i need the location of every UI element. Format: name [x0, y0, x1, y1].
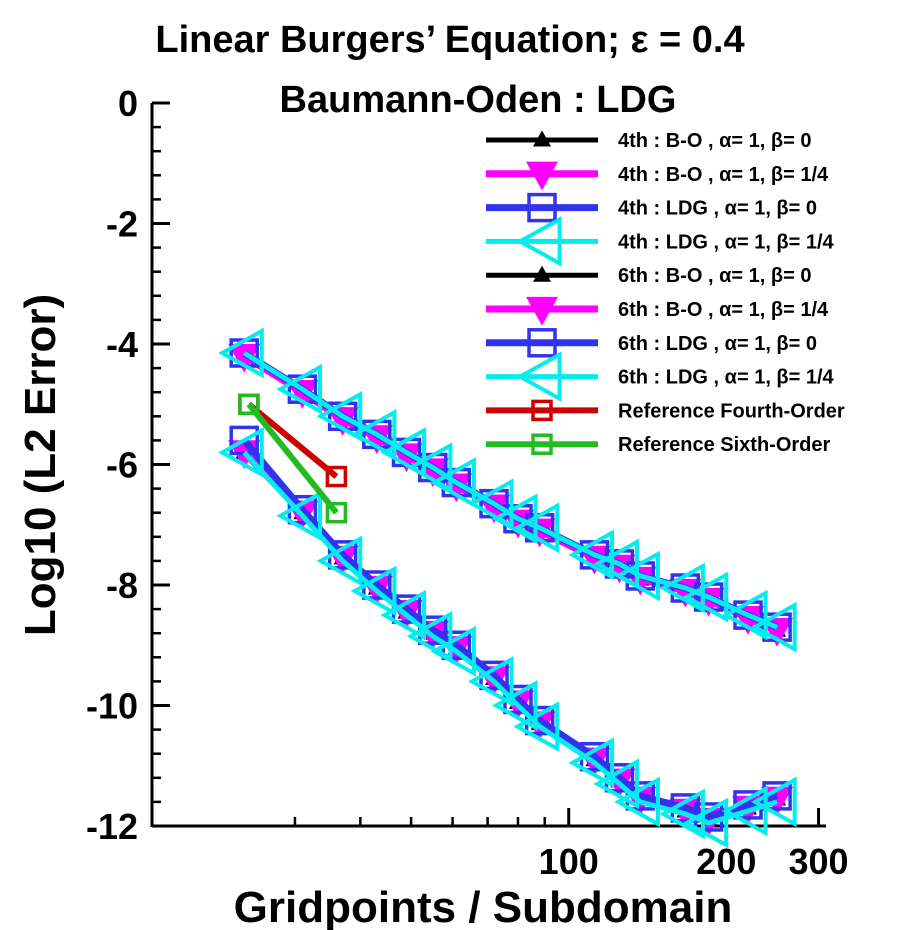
data-point: [593, 758, 640, 810]
series-9: [238, 393, 348, 524]
legend-entry: 4th : B-O , α= 1, β= 1/4: [486, 161, 829, 191]
legend-label: Reference Sixth-Order: [618, 434, 831, 456]
data-point: [380, 427, 427, 478]
chart-title: Linear Burgers’ Equation; ε = 0.4: [155, 19, 744, 61]
y-axis-label: Log10 (L2 Error): [16, 294, 65, 636]
data-point: [750, 601, 797, 653]
legend-marker: [527, 328, 557, 358]
data-point: [218, 427, 264, 478]
data-point: [316, 390, 363, 442]
legend-marker: [515, 351, 562, 402]
data-point: [350, 408, 397, 460]
legend-label: 6th : LDG , α= 1, β= 0: [618, 333, 817, 355]
legend-label: 4th : B-O , α= 1, β= 1/4: [618, 164, 829, 186]
data-point: [380, 589, 427, 641]
y-tick-label: -4: [106, 324, 138, 365]
legend-marker: [526, 161, 558, 191]
legend-entry: 6th : B-O , α= 1, β= 0: [486, 265, 811, 287]
data-point: [682, 571, 729, 623]
y-tick-label: -6: [106, 445, 138, 486]
data-point: [406, 442, 453, 493]
data-point: [276, 490, 322, 542]
data-series: [218, 327, 797, 849]
chart-subtitle: Baumann-Oden : LDG: [280, 79, 677, 121]
x-axis-label: Gridpoints / Subdomain: [234, 883, 733, 930]
data-point: [325, 465, 348, 488]
data-point: [467, 656, 514, 707]
data-point: [568, 737, 615, 789]
x-tick-label: 300: [789, 841, 849, 882]
legend: 4th : B-O , α= 1, β= 0 4th : B-O , α= 1, …: [486, 130, 845, 456]
y-tick-label: -2: [106, 204, 138, 245]
data-point: [218, 327, 264, 379]
data-point: [491, 680, 538, 731]
y-tick-label: -12: [86, 806, 138, 847]
legend-label: 6th : B-O , α= 1, β= 1/4: [618, 299, 829, 321]
legend-entry: 6th : B-O , α= 1, β= 1/4: [486, 296, 829, 326]
data-point: [350, 565, 397, 617]
legend-entry: Reference Fourth-Order: [486, 399, 845, 422]
legend-marker: [526, 296, 558, 326]
series-line: [246, 402, 339, 515]
legend-entry: 4th : LDG , α= 1, β= 0: [486, 192, 817, 223]
data-point: [513, 701, 560, 752]
y-tick-label: -10: [86, 686, 138, 727]
data-point: [430, 457, 476, 508]
x-tick-label: 100: [539, 841, 599, 882]
series-3: [218, 327, 797, 653]
legend-marker: [527, 192, 557, 223]
data-point: [316, 535, 363, 587]
legend-marker: [533, 265, 551, 282]
data-point: [721, 785, 768, 837]
legend-entry: 4th : B-O , α= 1, β= 0: [486, 130, 811, 152]
data-point: [276, 363, 322, 415]
data-point: [513, 502, 560, 554]
series-line: [246, 401, 339, 479]
data-point: [467, 478, 514, 530]
legend-label: 6th : B-O , α= 1, β= 0: [618, 265, 811, 287]
data-point: [614, 776, 660, 828]
series-7: [218, 427, 797, 849]
legend-label: 4th : LDG , α= 1, β= 1/4: [618, 231, 835, 253]
x-tick-label: 200: [696, 841, 756, 882]
legend-marker: [515, 216, 562, 267]
legend-label: 6th : LDG , α= 1, β= 1/4: [618, 367, 835, 389]
data-point: [406, 610, 453, 662]
legend-marker: [531, 399, 553, 422]
legend-marker: [531, 433, 553, 455]
legend-label: 4th : LDG , α= 1, β= 0: [618, 198, 817, 220]
data-point: [325, 501, 348, 524]
legend-entry: 4th : LDG , α= 1, β= 1/4: [486, 216, 835, 267]
data-point: [430, 625, 476, 677]
legend-entry: 6th : LDG , α= 1, β= 1/4: [486, 351, 835, 402]
legend-entry: 6th : LDG , α= 1, β= 0: [486, 328, 817, 358]
data-point: [238, 393, 260, 415]
legend-entry: Reference Sixth-Order: [486, 433, 831, 456]
axis-ticks: 0 -2 -4 -6 -8 -10 -12 100 200 300: [86, 83, 849, 882]
data-point: [614, 550, 660, 602]
data-point: [721, 589, 768, 641]
legend-label: Reference Fourth-Order: [618, 400, 845, 422]
legend-marker: [533, 130, 551, 147]
y-tick-label: 0: [118, 83, 138, 124]
legend-label: 4th : B-O , α= 1, β= 0: [618, 130, 811, 152]
data-point: [682, 797, 729, 849]
y-tick-label: -8: [106, 565, 138, 606]
series-line: [242, 450, 778, 826]
data-point: [750, 776, 797, 828]
